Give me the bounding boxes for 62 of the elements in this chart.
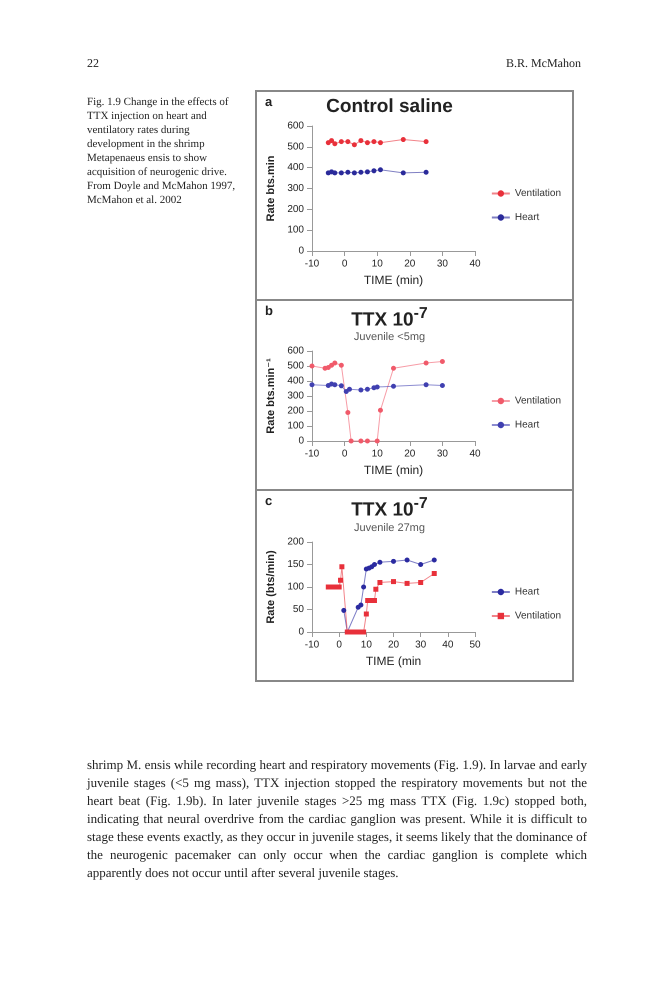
text: 22 bbox=[87, 56, 99, 71]
x-tick-label: -10 bbox=[304, 639, 320, 650]
x-tick-label: -10 bbox=[304, 448, 320, 460]
legend-label: Ventilation bbox=[514, 610, 562, 622]
x-tick-label: 30 bbox=[436, 258, 448, 270]
text: a bbox=[265, 94, 272, 109]
y-tick-label: 300 bbox=[287, 183, 304, 194]
x-axis-title: TIME (min) bbox=[364, 463, 424, 478]
y-axis-title: Rate bts.min bbox=[264, 155, 277, 222]
legend-label: Heart bbox=[514, 586, 540, 598]
legend-label: Ventilation bbox=[514, 188, 562, 199]
y-tick-label: 100 bbox=[287, 581, 304, 592]
x-tick-label: 20 bbox=[388, 639, 400, 650]
caption: Fig. 1.9 Change in the effects of TTX injection on heart and ventilatory rates during development in the shrimp Metapenaeus ensis to show acquisition of neurogenic drive. From Doyle and McMahon 1997, McMahon et al. 2002 bbox=[87, 95, 236, 207]
x-tick-label: 40 bbox=[469, 448, 481, 460]
text: B.R. McMahon bbox=[506, 56, 581, 71]
y-axis-title: Rate (bts/min) bbox=[264, 550, 277, 624]
x-tick-label: 10 bbox=[360, 639, 372, 650]
y-tick-label: 500 bbox=[287, 360, 304, 372]
y-tick-label: 150 bbox=[287, 558, 304, 570]
x-tick-label: 20 bbox=[404, 258, 416, 270]
y-tick-label: 500 bbox=[287, 141, 304, 152]
y-axis-title: Rate bts.min⁻¹ bbox=[264, 358, 277, 434]
chart-subtitle: Juvenile 27mg bbox=[353, 522, 426, 534]
x-axis-title: TIME (min) bbox=[364, 272, 424, 287]
y-tick-label: 0 bbox=[298, 626, 304, 638]
y-tick-label: 400 bbox=[287, 376, 304, 387]
y-tick-label: 600 bbox=[287, 120, 304, 132]
text: shrimp M. ensis while recording heart and respiratory movements (Fig. 1.9). In larvae and early juvenile stages (<5 mg mass), TTX injection stopped the respiratory movements but not the heart beat (Fig. 1.9b). In later juvenile stages >25 mg mass TTX (Fig. 1.9c) stopped both, indicating that neural overdrive from the cardiac ganglion was present. While it is difficult to stage these events exactly, as they occur in juvenile stages, it seems likely that the dominance of the neurogenic pacemaker can only occur when the cardiac ganglion is complete which apparently does not occur until after several juvenile stages. bbox=[87, 756, 587, 882]
x-tick-label: 50 bbox=[469, 639, 481, 650]
x-axis-title: TIME (min bbox=[366, 654, 422, 668]
x-tick-label: -10 bbox=[304, 258, 320, 270]
y-tick-label: 200 bbox=[287, 406, 304, 417]
x-tick-label: 0 bbox=[342, 258, 348, 270]
x-tick-label: 0 bbox=[336, 639, 342, 650]
y-tick-label: 50 bbox=[292, 604, 304, 615]
chart-subtitle: Juvenile <5mg bbox=[352, 331, 426, 344]
y-tick-label: 100 bbox=[287, 420, 304, 432]
text: c bbox=[265, 493, 272, 508]
y-tick-label: 400 bbox=[287, 162, 304, 174]
x-tick-label: 40 bbox=[469, 258, 481, 270]
legend-label: Heart bbox=[514, 420, 540, 431]
legend-label: Ventilation bbox=[514, 396, 562, 407]
y-tick-label: 0 bbox=[298, 436, 304, 447]
x-tick-label: 30 bbox=[415, 639, 427, 650]
x-tick-label: 20 bbox=[404, 448, 416, 460]
chart-title: TTX 10$^{-7}$ bbox=[351, 305, 428, 330]
legend-label: Heart bbox=[514, 212, 540, 223]
y-tick-label: 0 bbox=[298, 246, 304, 256]
text: b bbox=[265, 303, 273, 318]
y-tick-label: 200 bbox=[287, 536, 304, 548]
x-tick-label: 40 bbox=[442, 639, 454, 650]
y-tick-label: 100 bbox=[287, 224, 304, 236]
chart-title: TTX 10$^{-7}$ bbox=[351, 495, 428, 521]
chart-title: Control saline bbox=[326, 96, 453, 117]
x-tick-label: 10 bbox=[372, 258, 384, 270]
x-tick-label: 30 bbox=[436, 448, 448, 460]
y-tick-label: 200 bbox=[287, 204, 304, 215]
y-tick-label: 600 bbox=[287, 346, 304, 357]
x-tick-label: 10 bbox=[372, 448, 384, 460]
x-tick-label: 0 bbox=[342, 448, 348, 460]
y-tick-label: 300 bbox=[287, 390, 304, 402]
